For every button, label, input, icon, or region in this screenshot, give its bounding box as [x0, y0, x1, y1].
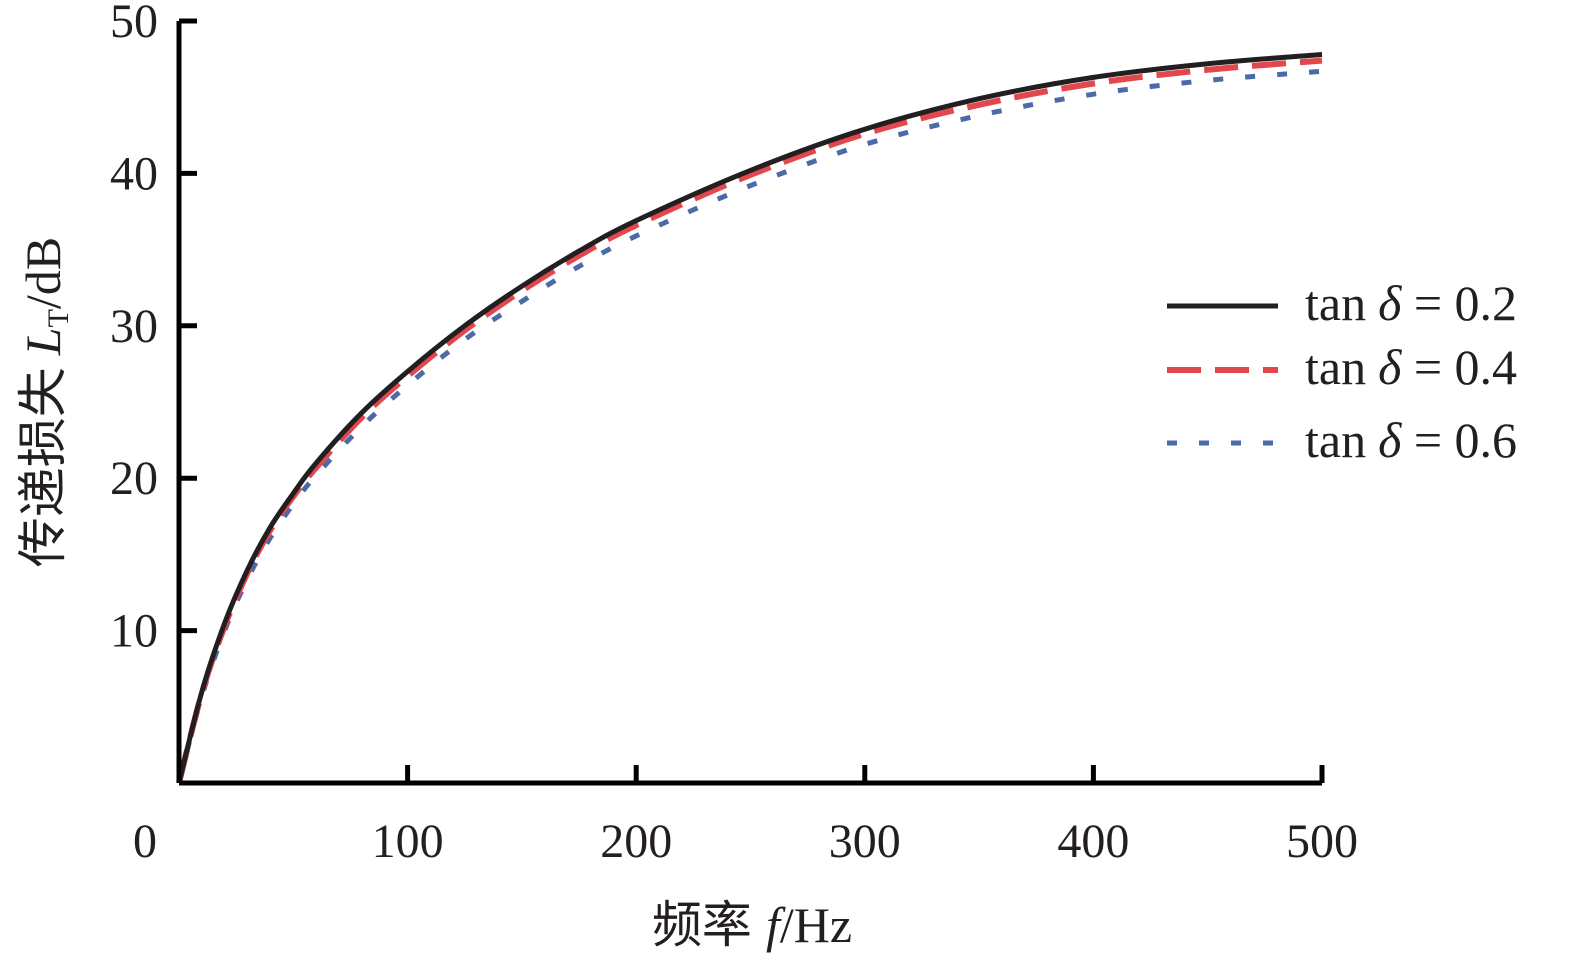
- legend-label-3: tan δ = 0.6: [1305, 412, 1517, 468]
- legend-label-symbol: δ: [1378, 275, 1402, 331]
- y-tick-label: 50: [110, 0, 158, 48]
- y-tick-label: 10: [110, 605, 158, 658]
- x-tick-label: 200: [600, 815, 672, 868]
- legend-label-1: tan δ = 0.2: [1305, 275, 1517, 331]
- x-axis-title: 频率 f/Hz: [652, 897, 852, 953]
- y-ticks: 10 20 30 40 50: [110, 0, 197, 658]
- x-tick-label: 300: [829, 815, 901, 868]
- x-ticks: 0 100 200 300 400 500: [133, 765, 1358, 868]
- legend-label-symbol: δ: [1378, 412, 1402, 468]
- axes: 0 100 200 300 400 500 10 20 30 40 50: [110, 0, 1358, 868]
- x-tick-label: 500: [1286, 815, 1358, 868]
- x-axis-title-unit: /Hz: [780, 897, 852, 953]
- legend-label-value: = 0.6: [1401, 412, 1517, 468]
- legend-label-2: tan δ = 0.4: [1305, 339, 1517, 395]
- x-tick-label: 400: [1057, 815, 1129, 868]
- y-axis-title-unit: /dB: [15, 237, 71, 309]
- y-tick-label: 20: [110, 452, 158, 505]
- x-tick-label: 100: [372, 815, 444, 868]
- legend-label-fn: tan: [1305, 412, 1366, 468]
- series-layer: [176, 52, 1323, 784]
- y-tick-label: 40: [110, 147, 158, 200]
- legend-label-value: = 0.4: [1401, 339, 1517, 395]
- series-line-1: [176, 52, 1323, 784]
- x-tick-label: 0: [133, 815, 157, 868]
- y-axis-title-sub: T: [42, 309, 75, 327]
- legend-label-fn: tan: [1305, 275, 1366, 331]
- y-tick-label: 30: [110, 300, 158, 353]
- y-axis-title-cjk: 传递损失: [15, 367, 71, 567]
- y-axis-title-var: L: [15, 327, 71, 356]
- y-axis-title: 传递损失 LT/dB: [15, 237, 75, 567]
- legend-label-value: = 0.2: [1401, 275, 1517, 331]
- x-axis-title-cjk: 频率: [652, 897, 752, 953]
- legend-label-fn: tan: [1305, 339, 1366, 395]
- legend-label-symbol: δ: [1378, 339, 1402, 395]
